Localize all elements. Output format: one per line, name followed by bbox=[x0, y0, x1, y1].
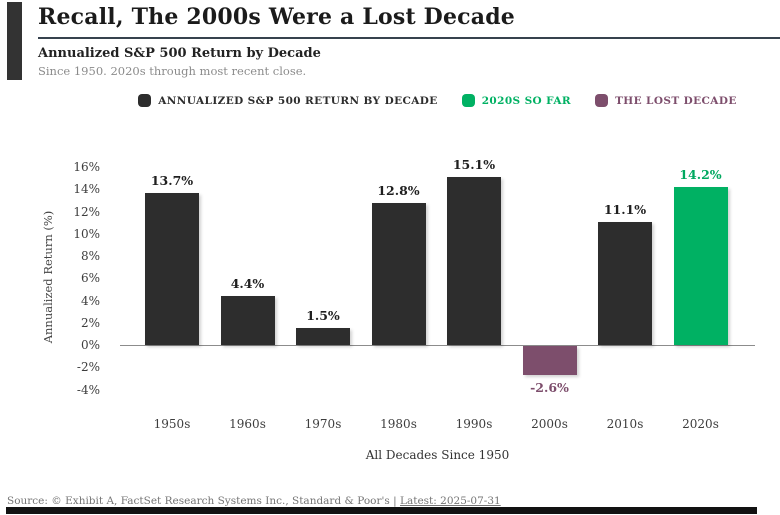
bar-value-label: 12.8% bbox=[377, 182, 420, 198]
legend-item-lost-decade[interactable]: THE LOST DECADE bbox=[595, 94, 737, 107]
y-tick-2: 2% bbox=[80, 315, 100, 330]
bar-value-label: 4.4% bbox=[230, 276, 265, 292]
bar-1980s[interactable] bbox=[371, 202, 426, 345]
bar-value-label: 15.1% bbox=[452, 157, 496, 172]
footer-bar bbox=[6, 507, 757, 514]
title-divider bbox=[38, 37, 780, 39]
legend-label: THE LOST DECADE bbox=[615, 94, 737, 107]
y-tick-4: 4% bbox=[80, 293, 100, 308]
bar-value-label: 14.2% bbox=[679, 167, 722, 183]
legend-item-2020s-so-far[interactable]: 2020S SO FAR bbox=[461, 94, 572, 107]
legend-swatch-purple-icon bbox=[595, 94, 609, 107]
plot-area: 13.7% 1950s 4.4% 1960s 1.5% 1970s 12.8% 1980s 15… bbox=[73, 155, 755, 431]
y-tick-14: 14% bbox=[73, 182, 100, 197]
bar-1990s[interactable] bbox=[447, 177, 501, 345]
source-attribution: Source: © Exhibit A, FactSet Research Sy… bbox=[7, 495, 501, 507]
legend-label: ANNUALIZED S&P 500 RETURN BY DECADE bbox=[158, 94, 438, 107]
bar-1970s[interactable] bbox=[296, 328, 350, 345]
y-tick--2: -2% bbox=[76, 360, 100, 375]
x-tick-2000s: 2000s bbox=[531, 417, 568, 431]
bar-1950s[interactable] bbox=[145, 192, 199, 345]
zero-baseline bbox=[120, 345, 755, 346]
legend-label: 2020S SO FAR bbox=[481, 94, 572, 107]
legend-item-annualized-return[interactable]: ANNUALIZED S&P 500 RETURN BY DECADE bbox=[138, 94, 437, 107]
y-tick-16: 16% bbox=[73, 160, 100, 174]
bar-value-label: 11.1% bbox=[603, 201, 647, 217]
chart-caption: Since 1950. 2020s through most recent cl… bbox=[38, 64, 307, 78]
y-tick--4: -4% bbox=[76, 382, 100, 397]
x-tick-2010s: 2010s bbox=[606, 417, 644, 431]
bar-2000s[interactable] bbox=[522, 346, 577, 375]
x-tick-1970s: 1970s bbox=[304, 417, 342, 431]
x-tick-1990s: 1990s bbox=[455, 417, 493, 431]
x-tick-1960s: 1960s bbox=[229, 417, 266, 431]
x-tick-1980s: 1980s bbox=[380, 417, 417, 431]
legend-swatch-green-icon bbox=[461, 94, 475, 107]
x-tick-2020s: 2020s bbox=[682, 417, 719, 431]
chart-subtitle: Annualized S&P 500 Return by Decade bbox=[38, 46, 321, 61]
bar-value-label: 13.7% bbox=[150, 172, 194, 188]
y-tick-0: 0% bbox=[80, 338, 100, 352]
latest-date-link[interactable]: Latest: 2025-07-31 bbox=[400, 495, 501, 507]
bar-value-label: -2.6% bbox=[530, 379, 569, 395]
y-tick-6: 6% bbox=[80, 271, 100, 286]
bar-2020s[interactable] bbox=[673, 187, 728, 345]
x-axis-title: All Decades Since 1950 bbox=[365, 448, 510, 462]
x-tick-1950s: 1950s bbox=[153, 417, 191, 431]
y-tick-12: 12% bbox=[73, 204, 100, 219]
source-text: Source: © Exhibit A, FactSet Research Sy… bbox=[7, 495, 397, 507]
page-title: Recall, The 2000s Were a Lost Decade bbox=[38, 4, 515, 30]
legend-swatch-dark-icon bbox=[138, 94, 152, 107]
chart-legend: ANNUALIZED S&P 500 RETURN BY DECADE 2020… bbox=[120, 94, 755, 107]
bar-value-label: 1.5% bbox=[306, 308, 340, 324]
y-tick-10: 10% bbox=[73, 226, 100, 241]
title-accent-bar bbox=[7, 2, 22, 80]
bar-2010s[interactable] bbox=[598, 221, 652, 345]
bar-1960s[interactable] bbox=[220, 296, 275, 345]
y-tick-8: 8% bbox=[80, 249, 100, 263]
y-axis-title: Annualized Return (%) bbox=[41, 210, 55, 344]
